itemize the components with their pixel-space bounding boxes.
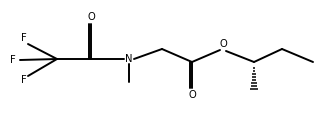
Text: F: F — [21, 75, 27, 85]
Text: F: F — [10, 55, 16, 65]
Text: O: O — [219, 39, 227, 49]
Text: O: O — [188, 90, 196, 100]
Text: F: F — [21, 33, 27, 43]
Text: N: N — [125, 54, 133, 64]
Text: O: O — [87, 12, 95, 22]
